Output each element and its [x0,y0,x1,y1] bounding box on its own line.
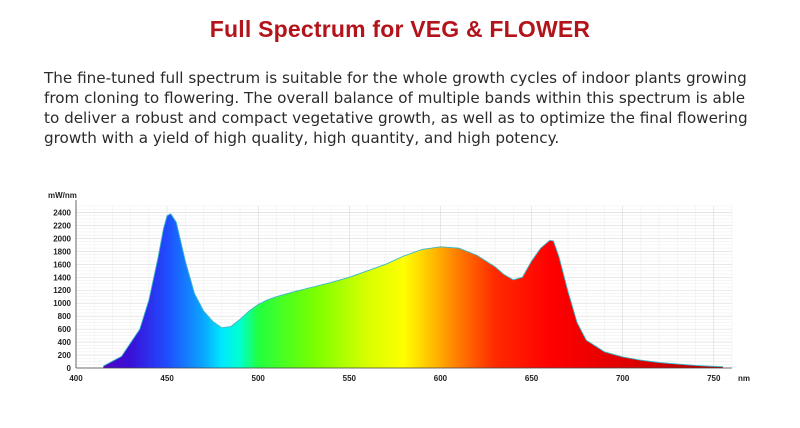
y-tick-label: 400 [58,338,72,347]
y-tick-label: 600 [58,325,72,334]
spectrum-curve [103,213,723,368]
x-tick-label: 550 [343,374,357,383]
x-tick-label: 700 [616,374,630,383]
x-tick-label: 650 [525,374,539,383]
description-text: The fine-tuned full spectrum is suitable… [44,69,748,147]
y-tick-label: 2200 [53,221,71,230]
y-tick-label: 2000 [53,234,71,243]
spectrum-chart: 0 200 400 600 800 1000 1200 1400 1600 1800 2000 220… [48,191,750,383]
y-tick-label: 1800 [53,247,71,256]
x-axis-label: nm [738,374,750,383]
y-tick-label: 200 [58,351,72,360]
y-tick-label: 1400 [53,273,71,282]
y-tick-label: 1000 [53,299,71,308]
page-title: Full Spectrum for VEG & FLOWER [209,16,591,42]
x-tick-label: 400 [69,374,83,383]
y-tick-label: 1200 [53,286,71,295]
y-tick-label: 0 [67,364,72,373]
y-tick-label: 1600 [53,260,71,269]
y-tick-label: 2400 [53,208,71,217]
x-tick-label: 500 [252,374,266,383]
axes [75,200,732,369]
y-tick-label: 800 [58,312,72,321]
x-tick-label: 600 [434,374,448,383]
x-tick-label: 750 [707,374,721,383]
x-tick-label: 450 [160,374,174,383]
y-axis-label: mW/nm [48,191,77,200]
